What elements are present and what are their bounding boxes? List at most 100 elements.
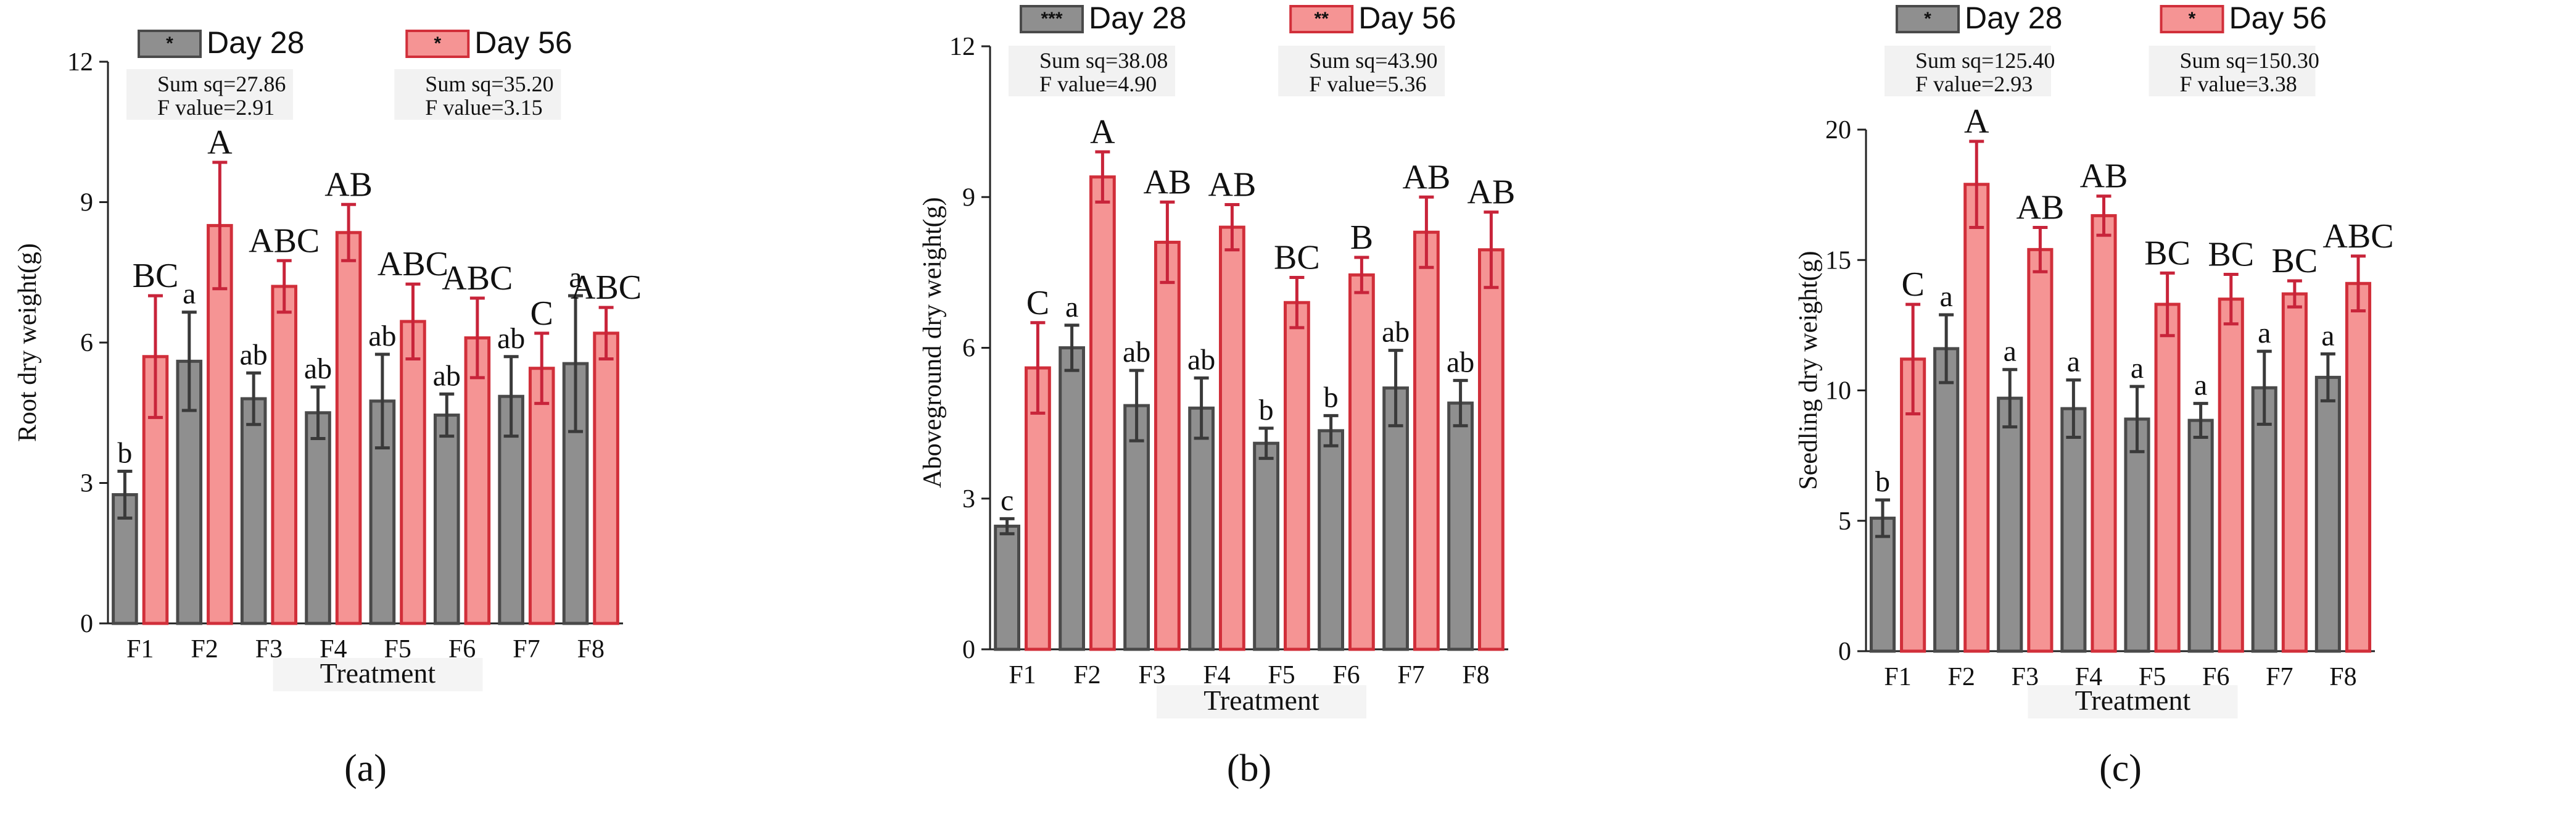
significance-letter: AB [2080,157,2128,196]
legend-swatch-day28 [1896,5,1960,33]
significance-letter: ab [239,338,267,371]
bar-day56-f8 [593,331,619,625]
bar-day56-f4 [335,231,362,625]
x-tick-label: F1 [1009,661,1036,689]
bar-day56-f2 [1089,175,1116,651]
y-axis-title: Aboveground dry weight(g) [919,197,947,488]
bar-day56-f8 [2345,281,2372,653]
x-tick-label: F2 [1073,661,1100,689]
bar-day56-f4 [2091,214,2117,653]
significance-letter: ab [1187,343,1215,376]
bar-day28-f8 [1447,401,1474,651]
x-tick-label: F1 [126,635,154,664]
bar-day28-f1 [1869,517,1896,653]
significance-letter: ab [433,359,461,392]
y-tick-label: 10 [1825,377,1851,406]
stat-f-value: F value=3.15 [425,95,542,120]
significance-letter: a [2258,317,2271,349]
y-tick-label: 3 [962,485,975,514]
bar-day56-f5 [2154,302,2181,653]
significance-letter: a [1065,291,1078,323]
x-tick-label: F7 [1397,661,1424,689]
significance-letter: b [1259,394,1274,427]
significance-letter: ABC [378,245,448,283]
x-tick-label: F1 [1884,663,1911,691]
legend-significance-stars: * [434,33,441,54]
bar-day28-f2 [1933,347,1960,653]
legend-swatch-day56 [2160,5,2224,33]
y-tick-label: 15 [1825,246,1851,275]
significance-letter: C [1901,265,1924,304]
stats-box [394,69,561,120]
bar-day56-f5 [1284,301,1310,651]
significance-letter: ab [1447,346,1474,378]
bar-day28-f5 [1253,441,1279,651]
legend-swatch-day28 [138,30,202,58]
significance-letter: BC [2144,234,2190,272]
bar-day56-f5 [400,320,426,625]
legend-label-day28: Day 28 [1965,1,2062,35]
y-axis-title: Seedling dry weight(g) [1794,251,1823,489]
x-axis-title-bg [273,658,483,691]
significance-letter: ABC [442,259,513,298]
stat-sum-sq: Sum sq=125.40 [1915,48,2055,73]
legend-significance-stars: ** [1315,9,1329,29]
y-tick-label: 0 [962,636,975,664]
significance-letter: b [1324,381,1339,414]
stat-f-value: F value=4.90 [1039,72,1157,96]
y-tick-label: 9 [80,189,93,217]
x-axis-title: Treatment [2075,685,2191,716]
x-tick-label: F2 [191,635,218,664]
stat-f-value: F value=2.93 [1915,72,2033,96]
significance-letter: ab [497,322,525,355]
y-tick-label: 3 [80,470,93,498]
panel-caption: (b) [1227,747,1271,789]
legend-label-day56: Day 56 [2229,1,2327,35]
y-tick-label: 6 [80,329,93,357]
significance-letter: ABC [2322,217,2393,256]
panel-caption: (a) [344,747,387,789]
bar-day28-f4 [1188,406,1215,651]
bar-day56-f3 [2027,248,2054,653]
stats-box [1885,46,2051,96]
significance-letter: AB [1144,163,1192,201]
significance-letter: BC [133,257,179,295]
significance-letter: ab [1123,336,1150,368]
stat-sum-sq: Sum sq=35.20 [425,72,553,96]
x-tick-label: F7 [513,635,540,664]
bar-day28-f6 [2187,418,2214,653]
bar-day56-f7 [528,367,555,625]
bar-day56-f8 [1478,248,1505,651]
bar-day28-f5 [2124,417,2150,653]
legend-swatch-day56 [405,30,470,58]
x-tick-label: F8 [2329,663,2356,691]
y-tick-label: 20 [1825,116,1851,144]
significance-letter: BC [2208,235,2254,273]
x-axis-title: Treatment [1203,685,1319,716]
legend-swatch-day28 [1020,5,1084,33]
bar-day28-f2 [1059,346,1085,651]
y-tick-label: 9 [962,183,975,212]
significance-letter: BC [1274,239,1320,277]
x-tick-label: F5 [1268,661,1295,689]
x-axis-title-bg [1157,685,1366,718]
bar-day28-f1 [994,525,1020,651]
significance-letter: ab [304,352,332,385]
x-tick-label: F2 [1948,663,1975,691]
stat-sum-sq: Sum sq=150.30 [2180,48,2319,73]
x-tick-label: F7 [2266,663,2293,691]
stats-box [1009,46,1175,96]
stats-box [1278,46,1445,96]
bar-day28-f6 [1318,429,1344,651]
y-tick-label: 6 [962,335,975,363]
significance-letter: a [183,278,196,310]
significance-letter: a [2004,335,2017,368]
x-tick-label: F6 [1332,661,1360,689]
legend-significance-stars: *** [1041,9,1062,29]
stat-sum-sq: Sum sq=43.90 [1309,48,1437,73]
significance-letter: C [1026,284,1049,322]
